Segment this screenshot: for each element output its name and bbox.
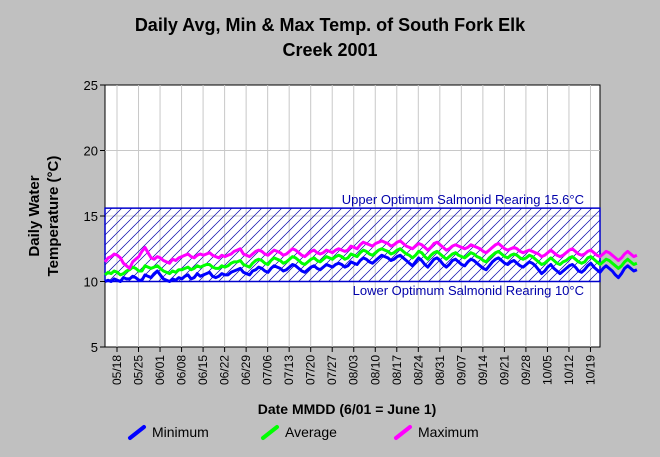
x-tick-label: 10/19 [583,355,597,385]
x-axis-label: Date MMDD (6/01 = June 1) [258,401,437,417]
y-tick-label: 10 [84,275,98,290]
x-tick-label: 07/20 [304,355,318,385]
y-axis-label-line-1: Daily Water [26,175,43,256]
y-axis-ticks: 5 10 15 20 25 [84,78,105,355]
x-tick-label: 08/10 [368,355,382,385]
y-tick-label: 20 [84,144,98,159]
optimum-band [104,207,601,283]
legend-label-average: Average [285,424,337,440]
band-upper-label: Upper Optimum Salmonid Rearing 15.6°C [342,192,584,207]
x-tick-label: 10/05 [540,355,554,385]
x-tick-label: 09/14 [476,355,490,385]
x-tick-label: 06/22 [218,355,232,385]
series-group [103,239,638,283]
x-tick-label: 08/17 [390,355,404,385]
x-tick-label: 05/25 [132,355,146,385]
x-tick-label: 06/29 [239,355,253,385]
legend-label-maximum: Maximum [418,424,479,440]
x-tick-label: 08/31 [433,355,447,385]
series-line-maximum [103,239,638,270]
legend: Minimum Average Maximum [128,424,479,440]
x-tick-label: 09/07 [454,355,468,385]
x-tick-label: 07/27 [325,355,339,385]
x-tick-label: 08/24 [411,355,425,385]
x-tick-label: 07/06 [261,355,275,385]
x-tick-label: 09/21 [497,355,511,385]
x-axis-ticks: 05/18 05/25 06/01 06/08 06/15 06/22 06/29 07/06… [110,347,597,385]
series-line-average [104,247,638,277]
y-axis-label-line-2: Temperature (°C) [45,156,62,277]
legend-swatch-average [261,425,279,440]
x-tick-label: 06/01 [153,355,167,385]
band-lower-label: Lower Optimum Salmonid Rearing 10°C [353,283,584,298]
legend-label-minimum: Minimum [152,424,209,440]
y-tick-label: 5 [91,340,98,355]
chart-title-line-1: Daily Avg, Min & Max Temp. of South Fork… [135,15,526,35]
y-tick-label: 15 [84,209,98,224]
x-tick-label: 10/12 [562,355,576,385]
x-tick-label: 08/03 [347,355,361,385]
series-line-minimum [104,253,638,283]
x-tick-label: 07/13 [282,355,296,385]
x-tick-label: 06/15 [196,355,210,385]
legend-swatch-minimum [128,425,146,440]
legend-swatch-maximum [394,425,412,440]
x-tick-label: 09/28 [519,355,533,385]
x-tick-label: 05/18 [110,355,124,385]
chart-title-line-2: Creek 2001 [282,40,377,60]
x-tick-label: 06/08 [175,355,189,385]
y-tick-label: 25 [84,78,98,93]
